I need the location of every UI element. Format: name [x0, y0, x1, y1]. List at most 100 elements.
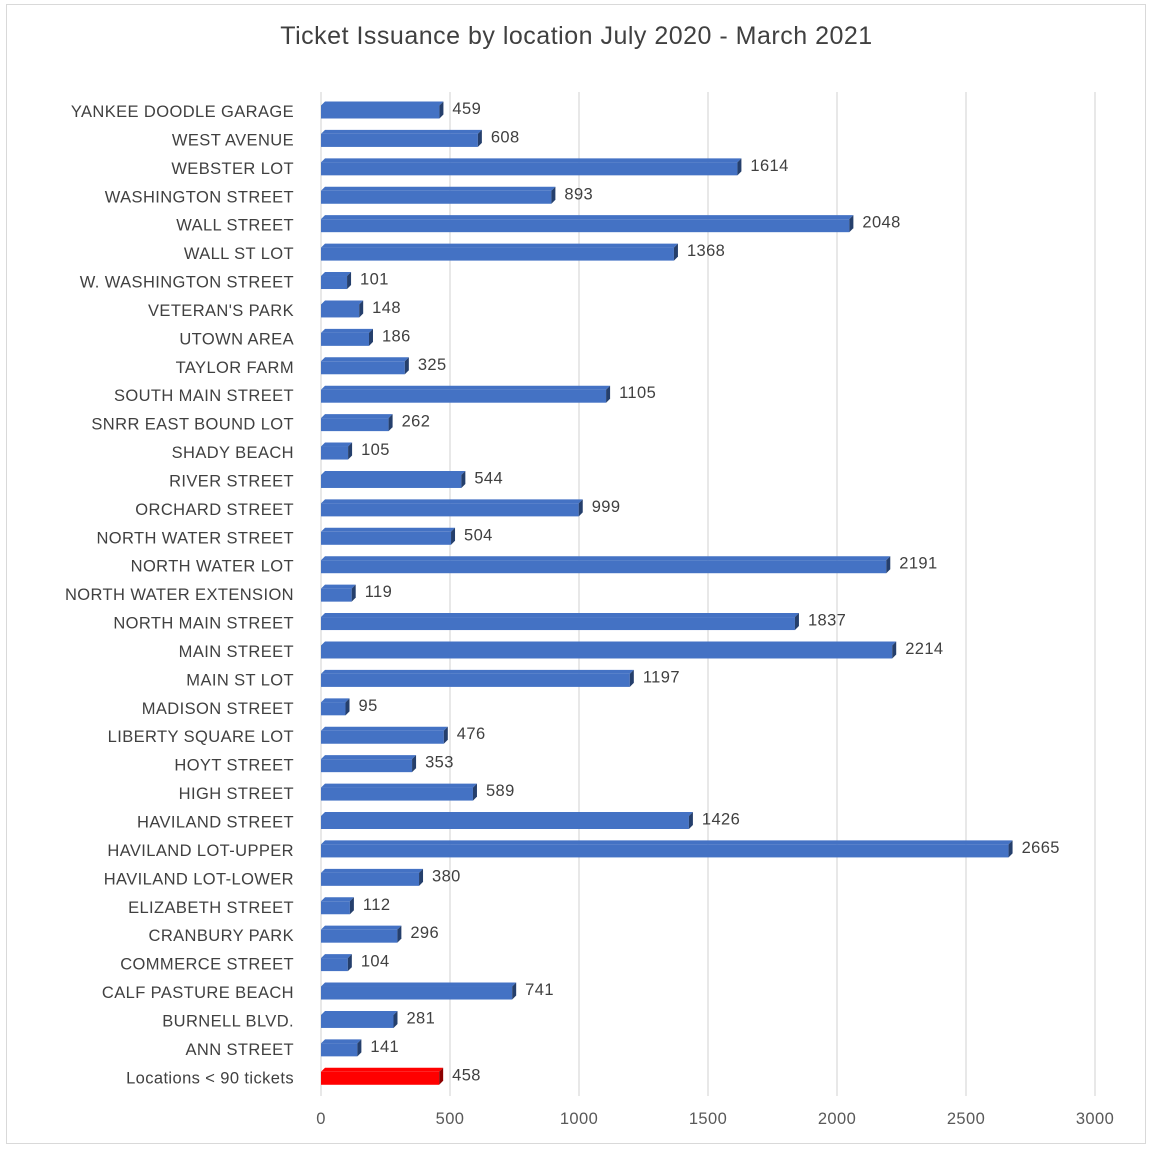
bar-top-face	[321, 385, 611, 390]
bar-group: NORTH MAIN STREET 1837	[113, 612, 846, 633]
category-label: SHADY BEACH	[172, 444, 294, 462]
bar-side-face	[737, 158, 742, 176]
bar-side-face	[351, 584, 356, 602]
bar	[321, 617, 795, 631]
category-label: COMMERCE STREET	[120, 956, 294, 974]
bar-side-face	[368, 328, 373, 346]
bar-top-face	[321, 158, 742, 163]
bar-group: SNRR EAST BOUND LOT 262	[91, 413, 430, 434]
bar	[321, 872, 420, 886]
bar	[321, 389, 607, 403]
bar-group: TAYLOR FARM 325	[176, 356, 447, 377]
category-label: UTOWN AREA	[179, 330, 294, 348]
bar	[321, 645, 893, 659]
bar-top-face	[321, 243, 678, 248]
bar-side-face	[472, 783, 477, 801]
bar-side-face	[349, 897, 354, 915]
data-label: 589	[486, 782, 515, 800]
category-label: NORTH WATER EXTENSION	[65, 586, 294, 604]
bar-group: WALL ST LOT 1368	[184, 242, 725, 263]
bar-group: NORTH WATER EXTENSION 119	[65, 583, 392, 604]
bar-side-face	[347, 272, 352, 290]
bar-side-face	[551, 186, 556, 204]
bar-top-face	[321, 641, 897, 646]
bar-side-face	[348, 442, 353, 460]
category-label: TAYLOR FARM	[176, 359, 294, 377]
x-tick-label: 2500	[947, 1110, 985, 1128]
bar-group: W. WASHINGTON STREET 101	[80, 271, 389, 292]
bar-top-face	[321, 783, 477, 788]
bar	[321, 1071, 440, 1085]
x-tick-label: 1500	[689, 1110, 727, 1128]
bar-group: UTOWN AREA 186	[179, 327, 410, 348]
category-label: CALF PASTURE BEACH	[102, 984, 294, 1002]
bar-side-face	[477, 129, 482, 147]
bar-top-face	[321, 868, 424, 873]
bar-top-face	[321, 101, 444, 106]
bar-top-face	[321, 556, 891, 561]
bar	[321, 929, 398, 943]
bar-top-face	[321, 328, 373, 333]
data-label: 95	[359, 697, 378, 715]
bar-top-face	[321, 755, 417, 760]
bar-side-face	[443, 726, 448, 744]
bar	[321, 361, 405, 375]
bar-group: WEST AVENUE 608	[172, 128, 519, 149]
bar-group: HIGH STREET 589	[179, 782, 515, 803]
bar-side-face	[393, 1010, 398, 1028]
bar-group: SHADY BEACH 105	[172, 441, 390, 462]
bar-side-face	[461, 470, 466, 488]
bar-side-face	[388, 414, 393, 432]
bar-top-face	[321, 954, 352, 959]
bar-top-face	[321, 698, 350, 703]
category-label: NORTH WATER LOT	[131, 558, 294, 576]
bar-top-face	[321, 726, 448, 731]
bar-group: YANKEE DOODLE GARAGE 459	[71, 100, 481, 121]
bar	[321, 219, 850, 233]
category-label: VETERAN'S PARK	[148, 302, 294, 320]
bar	[321, 702, 346, 716]
bar-top-face	[321, 499, 583, 504]
bar-group: CRANBURY PARK 296	[149, 924, 439, 945]
x-tick-label: 500	[436, 1110, 465, 1128]
category-label: NORTH MAIN STREET	[113, 615, 294, 633]
bar-side-face	[439, 1067, 444, 1085]
bar-side-face	[404, 357, 409, 375]
bar-top-face	[321, 897, 354, 902]
bar-group: BURNELL BLVD. 281	[162, 1009, 435, 1030]
bar-top-face	[321, 414, 393, 419]
bar	[321, 673, 630, 687]
category-label: MADISON STREET	[142, 700, 294, 718]
bar-top-face	[321, 470, 466, 475]
category-label: MAIN ST LOT	[186, 671, 294, 689]
data-label: 893	[564, 185, 593, 203]
bar-side-face	[439, 101, 444, 119]
bar-group: MAIN ST LOT 1197	[186, 668, 680, 689]
bar-side-face	[849, 215, 854, 233]
data-label: 2191	[899, 555, 937, 573]
bar-side-face	[688, 812, 693, 829]
bar-top-face	[321, 1067, 444, 1072]
bar-side-face	[606, 385, 611, 403]
bar-group: ANN STREET 141	[185, 1038, 398, 1059]
data-label: 1105	[619, 384, 656, 402]
category-label: ANN STREET	[185, 1041, 294, 1059]
bar-top-face	[321, 613, 799, 618]
bar-group: SOUTH MAIN STREET 1105	[114, 384, 656, 405]
bar	[321, 958, 348, 972]
category-label: Locations < 90 tickets	[126, 1069, 294, 1087]
bar	[321, 986, 513, 1000]
bar	[321, 787, 473, 801]
bar-group: LIBERTY SQUARE LOT 476	[108, 725, 485, 746]
category-label: HIGH STREET	[179, 785, 294, 803]
bar	[321, 588, 352, 602]
bar-top-face	[321, 129, 482, 134]
bar	[321, 304, 360, 318]
category-label: WEST AVENUE	[172, 131, 294, 149]
bar-group: COMMERCE STREET 104	[120, 953, 389, 974]
category-label: ELIZABETH STREET	[128, 899, 294, 917]
x-tick-label: 2000	[818, 1110, 856, 1128]
bar-top-face	[321, 1039, 362, 1044]
data-label: 1197	[643, 668, 680, 686]
